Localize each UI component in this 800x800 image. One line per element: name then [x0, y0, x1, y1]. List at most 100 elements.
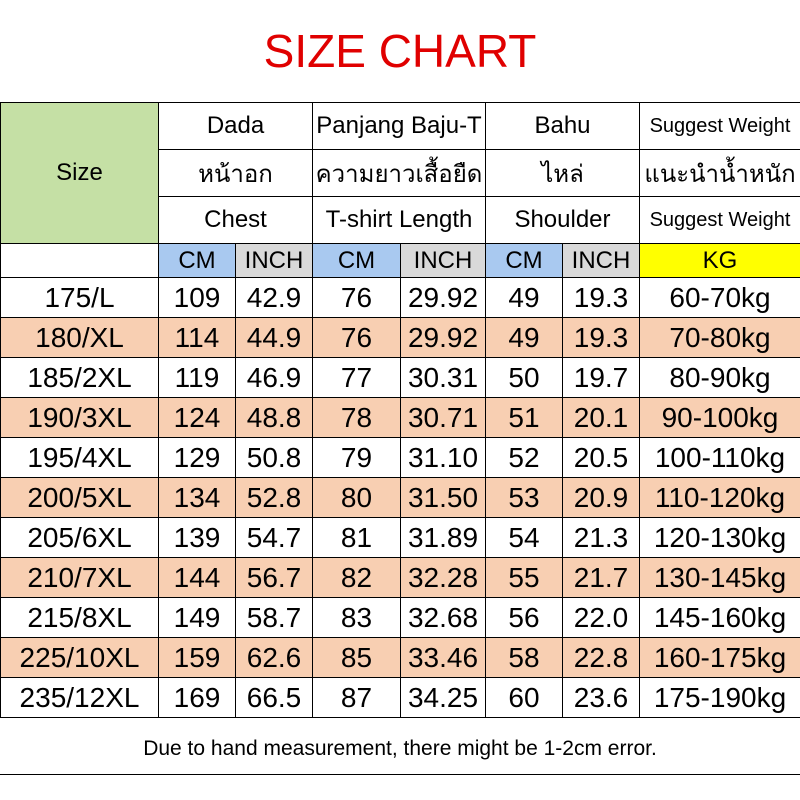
length-inch-cell: 30.71: [400, 397, 486, 438]
shoulder-cm-cell: 49: [485, 317, 563, 358]
unit-length-cm: CM: [312, 243, 401, 278]
shoulder-cm-cell: 58: [485, 637, 563, 678]
chest-inch-cell: 58.7: [235, 597, 313, 638]
shoulder-cm-cell: 60: [485, 677, 563, 718]
shoulder-inch-cell: 21.7: [562, 557, 640, 598]
table-row: 210/7XL 144 56.7 82 32.28 55 21.7 130-145kg: [0, 557, 800, 598]
table-row: 205/6XL 139 54.7 81 31.89 54 21.3 120-130kg: [0, 517, 800, 558]
size-cell: 180/XL: [0, 317, 159, 358]
weight-cell: 80-90kg: [639, 357, 800, 398]
chest-header-line2: หน้าอก: [158, 149, 313, 197]
shoulder-cm-cell: 53: [485, 477, 563, 518]
shoulder-cm-cell: 51: [485, 397, 563, 438]
shoulder-inch-cell: 20.5: [562, 437, 640, 478]
table-row: 225/10XL 159 62.6 85 33.46 58 22.8 160-175kg: [0, 637, 800, 678]
length-inch-cell: 31.89: [400, 517, 486, 558]
shoulder-inch-cell: 19.3: [562, 277, 640, 318]
shoulder-inch-cell: 23.6: [562, 677, 640, 718]
size-cell: 235/12XL: [0, 677, 159, 718]
chest-inch-cell: 48.8: [235, 397, 313, 438]
chest-inch-cell: 42.9: [235, 277, 313, 318]
shoulder-inch-cell: 20.1: [562, 397, 640, 438]
chest-cm-cell: 134: [158, 477, 236, 518]
length-cm-cell: 82: [312, 557, 401, 598]
length-header-line1: Panjang Baju-T: [312, 102, 486, 150]
chest-cm-cell: 144: [158, 557, 236, 598]
weight-cell: 145-160kg: [639, 597, 800, 638]
chest-inch-cell: 52.8: [235, 477, 313, 518]
chest-inch-cell: 54.7: [235, 517, 313, 558]
chest-cm-cell: 139: [158, 517, 236, 558]
length-inch-cell: 29.92: [400, 317, 486, 358]
unit-weight-kg: KG: [639, 243, 800, 278]
chest-inch-cell: 66.5: [235, 677, 313, 718]
table-row: 190/3XL 124 48.8 78 30.71 51 20.1 90-100kg: [0, 397, 800, 438]
chest-cm-cell: 159: [158, 637, 236, 678]
weight-cell: 120-130kg: [639, 517, 800, 558]
weight-cell: 90-100kg: [639, 397, 800, 438]
size-cell: 210/7XL: [0, 557, 159, 598]
shoulder-inch-cell: 19.7: [562, 357, 640, 398]
chest-cm-cell: 124: [158, 397, 236, 438]
length-inch-cell: 32.68: [400, 597, 486, 638]
size-cell: 195/4XL: [0, 437, 159, 478]
shoulder-inch-cell: 20.9: [562, 477, 640, 518]
unit-chest-cm: CM: [158, 243, 236, 278]
weight-cell: 130-145kg: [639, 557, 800, 598]
table-row: 215/8XL 149 58.7 83 32.68 56 22.0 145-160kg: [0, 597, 800, 638]
chest-cm-cell: 109: [158, 277, 236, 318]
shoulder-inch-cell: 22.8: [562, 637, 640, 678]
weight-cell: 175-190kg: [639, 677, 800, 718]
size-cell: 225/10XL: [0, 637, 159, 678]
shoulder-cm-cell: 55: [485, 557, 563, 598]
size-cell: 190/3XL: [0, 397, 159, 438]
size-cell: 205/6XL: [0, 517, 159, 558]
unit-shoulder-cm: CM: [485, 243, 563, 278]
chest-cm-cell: 149: [158, 597, 236, 638]
weight-header-line3: Suggest Weight: [639, 196, 800, 244]
length-inch-cell: 31.10: [400, 437, 486, 478]
chest-cm-cell: 169: [158, 677, 236, 718]
length-cm-cell: 78: [312, 397, 401, 438]
chest-inch-cell: 62.6: [235, 637, 313, 678]
length-inch-cell: 34.25: [400, 677, 486, 718]
chart-title: SIZE CHART: [263, 25, 537, 77]
size-header: Size: [0, 102, 159, 244]
chest-cm-cell: 129: [158, 437, 236, 478]
chest-inch-cell: 50.8: [235, 437, 313, 478]
chest-inch-cell: 56.7: [235, 557, 313, 598]
unit-length-inch: INCH: [400, 243, 486, 278]
table-row: 195/4XL 129 50.8 79 31.10 52 20.5 100-110kg: [0, 437, 800, 478]
size-cell: 200/5XL: [0, 477, 159, 518]
chest-header-line3: Chest: [158, 196, 313, 244]
length-inch-cell: 32.28: [400, 557, 486, 598]
chest-cm-cell: 114: [158, 317, 236, 358]
shoulder-inch-cell: 22.0: [562, 597, 640, 638]
weight-header-line1: Suggest Weight: [639, 102, 800, 150]
weight-cell: 60-70kg: [639, 277, 800, 318]
weight-cell: 160-175kg: [639, 637, 800, 678]
length-header-line2: ความยาวเสื้อยืด: [312, 149, 486, 197]
table-row: 235/12XL 169 66.5 87 34.25 60 23.6 175-190kg: [0, 677, 800, 718]
unit-chest-inch: INCH: [235, 243, 313, 278]
length-cm-cell: 80: [312, 477, 401, 518]
chest-inch-cell: 46.9: [235, 357, 313, 398]
length-cm-cell: 81: [312, 517, 401, 558]
length-cm-cell: 85: [312, 637, 401, 678]
shoulder-cm-cell: 56: [485, 597, 563, 638]
length-inch-cell: 33.46: [400, 637, 486, 678]
shoulder-cm-cell: 49: [485, 277, 563, 318]
size-cell: 185/2XL: [0, 357, 159, 398]
length-cm-cell: 77: [312, 357, 401, 398]
length-inch-cell: 31.50: [400, 477, 486, 518]
unit-shoulder-inch: INCH: [562, 243, 640, 278]
size-chart-table: Size Dada Panjang Baju-T Bahu Suggest We…: [0, 102, 800, 718]
length-inch-cell: 30.31: [400, 357, 486, 398]
table-row: 185/2XL 119 46.9 77 30.31 50 19.7 80-90kg: [0, 357, 800, 398]
weight-cell: 100-110kg: [639, 437, 800, 478]
chest-cm-cell: 119: [158, 357, 236, 398]
weight-header-line2: แนะนำน้ำหนัก: [639, 149, 800, 197]
size-cell: 175/L: [0, 277, 159, 318]
length-cm-cell: 76: [312, 277, 401, 318]
chest-header-line1: Dada: [158, 102, 313, 150]
